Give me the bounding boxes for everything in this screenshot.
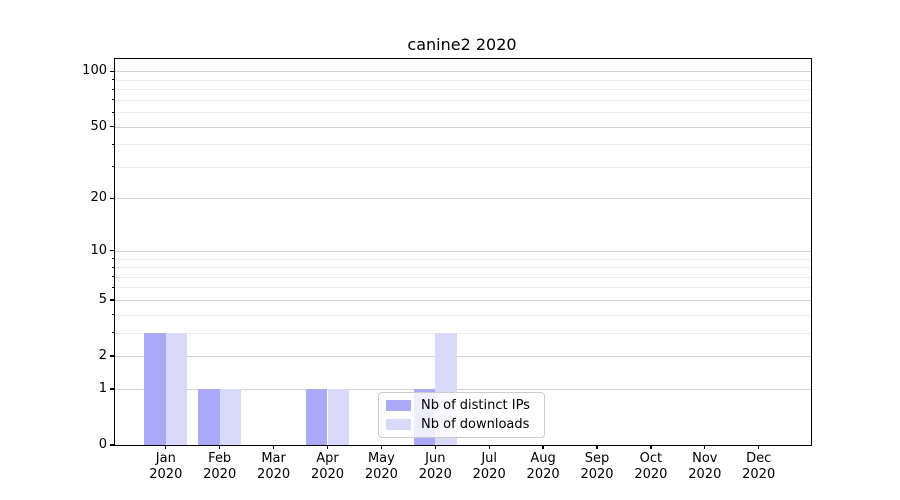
y-tick-mark-minor <box>111 332 114 334</box>
bar-distinct-ips <box>198 388 220 445</box>
bar-downloads <box>219 388 242 445</box>
bar-downloads <box>165 332 188 445</box>
x-tick-label-month: Mar <box>261 451 286 466</box>
y-tick-label: 0 <box>98 437 107 452</box>
y-tick-mark-minor <box>111 166 114 168</box>
x-tick-label-year: 2020 <box>742 467 776 482</box>
y-tick-mark <box>110 250 114 252</box>
y-tick-label: 50 <box>90 118 107 134</box>
y-tick-mark <box>110 444 114 446</box>
x-tick-label-month: Dec <box>746 451 772 466</box>
x-tick-label-month: Aug <box>530 451 556 466</box>
x-tick-label-year: 2020 <box>310 467 345 482</box>
x-tick-label-month: Apr <box>316 451 339 466</box>
y-tick-mark <box>110 355 114 357</box>
legend-entry-downloads: Nb of downloads <box>386 417 537 432</box>
y-tick-mark-minor <box>111 258 114 259</box>
y-tick-mark-minor <box>111 314 114 316</box>
y-grid-major <box>115 198 811 200</box>
bar-distinct-ips <box>305 388 328 445</box>
x-tick-label-month: May <box>367 451 395 466</box>
y-grid-major <box>115 388 811 390</box>
x-tick-label-year: 2020 <box>203 467 237 482</box>
y-tick-mark <box>110 299 114 301</box>
x-tick-label-year: 2020 <box>634 467 668 482</box>
legend-label-downloads: Nb of downloads <box>421 416 530 432</box>
y-grid-minor <box>115 332 811 334</box>
y-tick-label: 10 <box>90 242 107 258</box>
y-grid-minor <box>115 89 811 91</box>
x-tick-label-month: Jan <box>155 451 176 466</box>
x-tick-mark <box>165 445 167 449</box>
y-grid-minor <box>115 276 811 278</box>
x-tick-label-year: 2020 <box>580 467 614 482</box>
y-grid-minor <box>115 112 811 113</box>
legend-swatch-downloads-icon <box>386 418 411 430</box>
y-tick-mark <box>110 388 114 390</box>
x-tick-mark <box>542 445 544 449</box>
x-tick-label-year: 2020 <box>688 467 722 482</box>
x-tick-label-year: 2020 <box>418 467 452 482</box>
y-grid-major <box>115 299 811 301</box>
x-tick-mark <box>488 445 490 449</box>
x-tick-label-month: Jun <box>425 451 446 466</box>
y-grid-minor <box>115 267 811 268</box>
y-tick-label: 2 <box>98 348 107 363</box>
plot-area: 0 1 2 5 10 20 50 100 Jan 2020 Feb 2020 Mar 2020 Apr 202… <box>82 58 812 482</box>
legend-swatch-distinct-ips-icon <box>386 400 411 412</box>
y-grid-minor <box>115 144 811 146</box>
x-tick-mark <box>704 445 706 449</box>
y-grid-minor <box>115 258 811 260</box>
y-tick-mark-minor <box>111 99 114 101</box>
y-tick-mark-minor <box>111 143 114 145</box>
y-grid-minor <box>115 79 811 81</box>
x-tick-label-year: 2020 <box>472 467 506 482</box>
y-tick-mark-minor <box>111 286 114 288</box>
x-tick-mark <box>219 445 221 449</box>
y-grid-minor <box>115 287 811 289</box>
y-grid-minor <box>115 99 811 101</box>
y-tick-mark-minor <box>111 111 114 113</box>
y-tick-mark <box>110 197 114 200</box>
x-tick-mark <box>272 445 275 449</box>
legend-label-distinct-ips: Nb of distinct IPs <box>421 398 530 414</box>
x-tick-mark <box>650 445 652 449</box>
y-tick-label: 5 <box>98 291 107 307</box>
y-tick-mark-minor <box>111 79 114 81</box>
y-grid-major <box>115 71 811 73</box>
x-tick-label-year: 2020 <box>149 467 183 482</box>
x-tick-mark <box>596 445 598 449</box>
y-grid-minor <box>115 314 811 316</box>
y-grid-major <box>115 356 811 357</box>
chart-title: canine2 2020 <box>407 35 517 54</box>
y-tick-mark-minor <box>111 266 114 268</box>
x-tick-label-month: Feb <box>208 451 232 466</box>
x-tick-mark <box>380 445 383 449</box>
y-grid-major <box>115 126 811 128</box>
legend-entry-distinct-ips: Nb of distinct IPs <box>386 398 537 413</box>
y-tick-mark-minor <box>111 276 114 278</box>
y-tick-mark-minor <box>111 88 114 90</box>
x-tick-label-year: 2020 <box>526 467 560 482</box>
y-grid-major <box>115 250 811 252</box>
y-tick-mark <box>110 125 114 128</box>
x-tick-label-month: Nov <box>692 451 718 466</box>
x-tick-mark <box>434 445 436 449</box>
x-tick-label-month: Oct <box>639 451 663 466</box>
x-tick-mark <box>758 445 760 449</box>
y-grid-minor <box>115 166 811 168</box>
x-tick-mark <box>326 445 329 449</box>
x-tick-label-year: 2020 <box>364 467 398 482</box>
y-tick-label: 20 <box>90 190 107 206</box>
bar-downloads <box>327 388 350 445</box>
x-tick-label-month: Jul <box>481 451 498 466</box>
y-tick-label: 1 <box>98 380 107 396</box>
legend: Nb of distinct IPs Nb of downloads <box>378 392 545 438</box>
x-tick-label-month: Sep <box>584 451 610 466</box>
y-tick-mark <box>110 70 114 72</box>
x-tick-label-year: 2020 <box>257 467 291 482</box>
y-tick-label: 100 <box>82 63 107 79</box>
bar-distinct-ips <box>144 332 166 445</box>
